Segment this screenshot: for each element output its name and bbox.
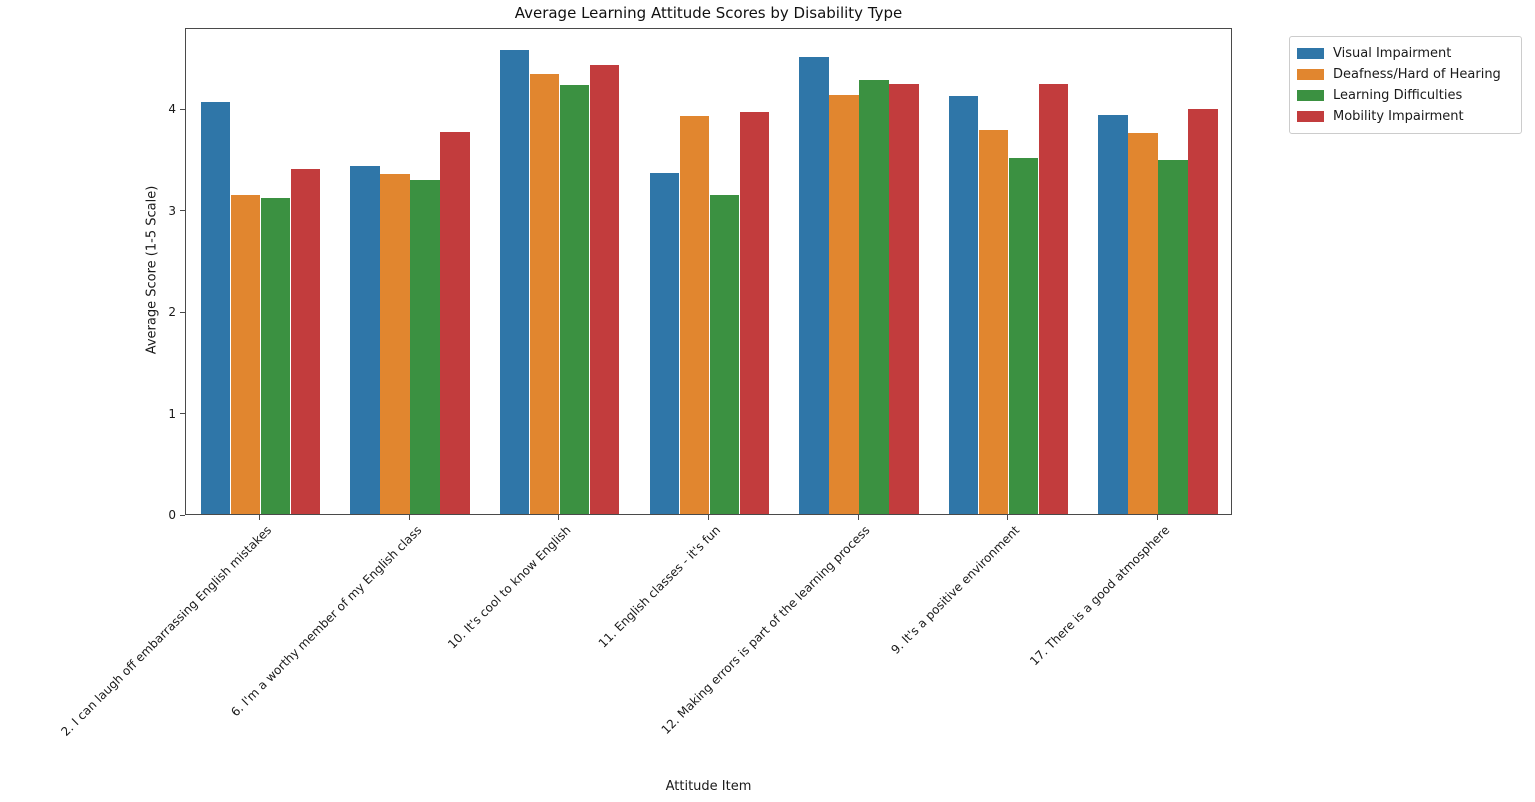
bar-deafness-hard-of-hearing-item1 (230, 195, 261, 514)
legend-label: Mobility Impairment (1333, 109, 1464, 124)
bar-deafness-hard-of-hearing-item6 (978, 130, 1009, 514)
x-tick-mark (857, 515, 859, 520)
bar-learning-difficulties-item1 (260, 198, 291, 514)
legend-swatch-icon (1297, 69, 1324, 80)
y-tick-label: 3 (168, 203, 176, 218)
bar-deafness-hard-of-hearing-item2 (380, 174, 410, 514)
x-axis-label: Attitude Item (665, 779, 752, 794)
bar-learning-difficulties-item5 (859, 79, 889, 514)
y-tick-label: 0 (168, 508, 176, 522)
x-tick-mark (558, 515, 560, 520)
legend-swatch-icon (1297, 90, 1324, 101)
x-tick-label: 11. English classes - it's fun (595, 523, 724, 651)
bar-learning-difficulties-item7 (1158, 159, 1188, 514)
legend-label: Visual Impairment (1333, 46, 1452, 61)
legend-swatch-icon (1297, 48, 1324, 59)
y-tick-mark (180, 108, 185, 110)
bar-mobility-impairment-item3 (589, 64, 620, 514)
bar-visual-impairment-item6 (948, 95, 979, 514)
x-tick-label: 9. It's a positive environment (888, 523, 1023, 657)
bar-visual-impairment-item4 (649, 173, 679, 514)
bar-visual-impairment-item7 (1098, 115, 1128, 514)
bar-visual-impairment-item2 (350, 165, 380, 514)
x-tick-mark (708, 515, 709, 520)
legend-label: Deafness/Hard of Hearing (1333, 67, 1501, 82)
bar-mobility-impairment-item5 (889, 83, 919, 514)
x-tick-mark (408, 515, 410, 520)
legend-label: Learning Difficulties (1333, 88, 1463, 103)
bar-mobility-impairment-item1 (290, 169, 321, 514)
legend-item: Learning Difficulties (1297, 85, 1513, 106)
legend-item: Mobility Impairment (1297, 106, 1513, 127)
legend-item: Deafness/Hard of Hearing (1297, 64, 1513, 85)
chart-title: Average Learning Attitude Scores by Disa… (514, 4, 903, 22)
y-tick-label: 1 (168, 406, 176, 421)
x-tick-mark (259, 515, 261, 520)
legend: Visual Impairment Deafness/Hard of Hearin… (1289, 36, 1522, 134)
y-tick-label: 2 (168, 305, 176, 320)
y-tick-mark (180, 514, 185, 516)
x-tick-label: 10. It's cool to know English (445, 523, 574, 652)
y-tick-mark (180, 311, 185, 313)
y-tick-label: 4 (168, 102, 176, 117)
bar-deafness-hard-of-hearing-item5 (829, 94, 859, 514)
bar-visual-impairment-item1 (200, 102, 231, 514)
bar-visual-impairment-item3 (499, 50, 530, 514)
bar-mobility-impairment-item6 (1038, 83, 1069, 514)
legend-swatch-icon (1297, 111, 1324, 122)
bar-deafness-hard-of-hearing-item7 (1128, 132, 1158, 514)
y-tick-mark (180, 413, 185, 415)
bar-mobility-impairment-item2 (440, 131, 470, 514)
x-tick-mark (1156, 515, 1158, 520)
bar-learning-difficulties-item6 (1008, 157, 1039, 514)
x-tick-label: 6. I'm a worthy member of my English cla… (228, 523, 425, 720)
x-tick-mark (1007, 515, 1009, 520)
bar-deafness-hard-of-hearing-item4 (679, 116, 709, 514)
bar-mobility-impairment-item7 (1188, 109, 1218, 514)
x-tick-label: 17. There is a good atmosphere (1026, 523, 1173, 669)
bar-learning-difficulties-item4 (709, 195, 739, 514)
plot-area (185, 28, 1232, 515)
bar-visual-impairment-item5 (799, 57, 829, 514)
bar-mobility-impairment-item4 (739, 112, 769, 514)
y-tick-mark (180, 210, 185, 212)
bar-deafness-hard-of-hearing-item3 (529, 73, 560, 514)
bar-learning-difficulties-item3 (559, 84, 590, 514)
bar-learning-difficulties-item2 (410, 180, 440, 514)
legend-item: Visual Impairment (1297, 43, 1513, 64)
legend-items: Visual Impairment Deafness/Hard of Hearin… (1297, 43, 1513, 127)
